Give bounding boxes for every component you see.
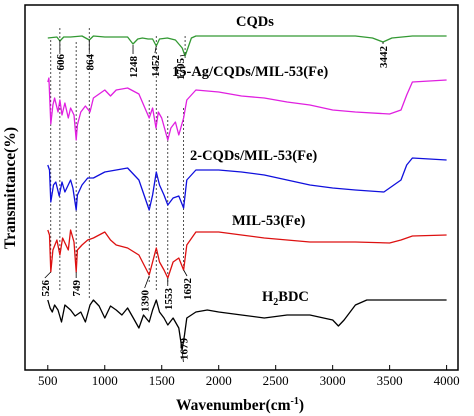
peak-label-606: 606 — [55, 54, 67, 71]
h2bdc-rest: BDC — [278, 289, 309, 305]
peak-label-749: 749 — [71, 280, 83, 297]
peak-annotations: 606 864 1248 1452 1705 3442 526 749 1390 1553 1692… — [40, 40, 390, 363]
peak-arrow-1452 — [154, 45, 157, 54]
x-tick-label-1500: 1500 — [149, 373, 175, 388]
x-tick-label-3000: 3000 — [320, 373, 346, 388]
peak-arrow-1692 — [183, 269, 188, 277]
x-tick-label-500: 500 — [38, 373, 58, 388]
x-axis-title: Wavenumber(cm-1) — [176, 396, 304, 414]
series-line-3 — [47, 229, 447, 279]
series-line-2 — [47, 157, 447, 211]
peak-arrow-1705 — [179, 54, 186, 57]
x-axis-title-sup: -1 — [291, 396, 299, 407]
reference-dashed-lines — [50, 28, 186, 300]
series-line-0 — [47, 35, 447, 57]
peak-label-864: 864 — [84, 54, 96, 71]
series-label-cqds: CQDs — [236, 14, 274, 30]
x-axis-title-main: Wavenumber(cm — [176, 397, 291, 414]
peak-arrow-1390 — [144, 275, 150, 289]
peak-label-1390: 1390 — [140, 290, 152, 313]
peak-label-1452: 1452 — [150, 55, 162, 78]
spectra-curves — [47, 35, 447, 351]
peak-label-1553: 1553 — [163, 288, 175, 311]
h2bdc-subscript: 2 — [273, 297, 278, 308]
peak-label-3442: 3442 — [378, 46, 390, 69]
series-label-mil53: MIL-53(Fe) — [232, 213, 305, 229]
peak-arrow-526 — [44, 271, 52, 279]
series-line-1 — [47, 77, 447, 141]
peak-label-1692: 1692 — [182, 278, 194, 301]
series-label-ag-cqds-mil53: 15-Ag/CQDs/MIL-53(Fe) — [172, 64, 328, 80]
x-tick-label-2500: 2500 — [263, 373, 289, 388]
x-tick-label-2000: 2000 — [206, 373, 232, 388]
peak-label-1248: 1248 — [128, 56, 140, 79]
x-tick-label-1000: 1000 — [92, 373, 118, 388]
peak-label-1679: 1679 — [178, 338, 190, 361]
series-line-4 — [47, 299, 447, 351]
plot-frame — [24, 4, 459, 371]
peak-label-526: 526 — [40, 280, 52, 297]
y-axis-title: Transmittance(%) — [2, 127, 19, 249]
series-label-cqds-mil53: 2-CQDs/MIL-53(Fe) — [190, 148, 317, 164]
peak-arrow-1679 — [181, 349, 184, 363]
x-tick-label-3500: 3500 — [377, 373, 403, 388]
x-tick-label-4000: 4000 — [434, 373, 460, 388]
peak-label-1705: 1705 — [175, 58, 187, 81]
series-label-h2bdc: H2BDC — [262, 289, 309, 308]
h2bdc-h: H — [262, 289, 274, 305]
x-axis-ticks: 500 1000 1500 2000 2500 3000 3500 4000 — [38, 365, 460, 388]
x-axis-title-close: ) — [299, 397, 304, 414]
